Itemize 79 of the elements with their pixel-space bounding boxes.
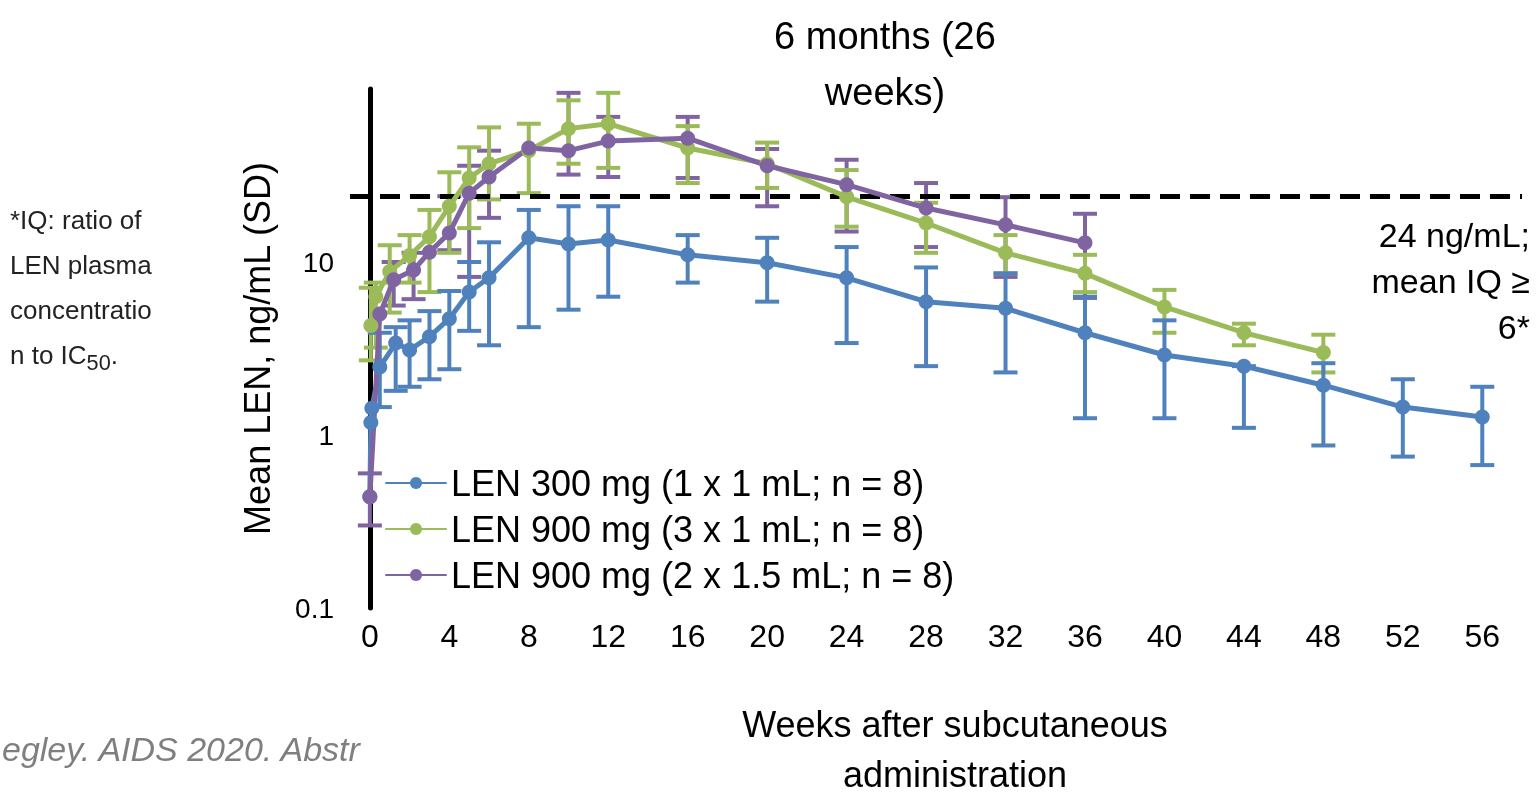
point bbox=[680, 247, 696, 263]
point bbox=[680, 130, 696, 146]
point bbox=[1077, 235, 1093, 251]
y-tick-label: 10 bbox=[302, 246, 334, 278]
point bbox=[363, 317, 379, 333]
point bbox=[363, 415, 379, 431]
x-tick-label: 48 bbox=[1305, 618, 1342, 654]
point bbox=[759, 255, 775, 271]
point bbox=[481, 270, 497, 286]
point bbox=[406, 262, 422, 278]
x-tick-label: 0 bbox=[360, 618, 379, 654]
point bbox=[421, 329, 437, 345]
point bbox=[1315, 344, 1331, 360]
point bbox=[839, 177, 855, 193]
chart-title: 6 months (26 weeks) bbox=[773, 14, 997, 115]
point bbox=[1395, 399, 1411, 415]
ref-line-label: 24 ng/mL; mean IQ ≥ 6* bbox=[1370, 215, 1530, 348]
text: egley. AIDS 2020. Abstr bbox=[2, 730, 360, 769]
point bbox=[372, 306, 388, 322]
point bbox=[461, 185, 477, 201]
x-tick-label: 52 bbox=[1385, 618, 1421, 654]
point bbox=[561, 236, 577, 252]
point bbox=[561, 121, 577, 137]
point bbox=[388, 335, 404, 351]
point bbox=[402, 248, 418, 264]
point bbox=[461, 284, 477, 300]
x-tick-label: 32 bbox=[987, 618, 1024, 654]
point bbox=[421, 244, 437, 260]
point bbox=[1474, 409, 1490, 425]
point bbox=[561, 143, 577, 159]
point bbox=[1236, 325, 1252, 341]
point bbox=[368, 289, 384, 305]
x-tick-label: 56 bbox=[1464, 618, 1501, 654]
point bbox=[600, 232, 616, 248]
y-tick-label: 0.1 bbox=[295, 592, 334, 624]
x-tick-label: 20 bbox=[749, 618, 785, 654]
x-tick-label: 4 bbox=[440, 618, 459, 654]
point bbox=[1236, 358, 1252, 374]
legend-label: LEN 900 mg (2 x 1.5 mL; n = 8) bbox=[451, 554, 955, 596]
point bbox=[441, 225, 457, 241]
point bbox=[441, 311, 457, 327]
x-tick-label: 28 bbox=[908, 618, 944, 654]
point bbox=[441, 198, 457, 214]
point bbox=[521, 230, 537, 246]
point bbox=[600, 133, 616, 149]
point bbox=[998, 300, 1014, 316]
x-tick-label: 16 bbox=[669, 618, 706, 654]
text: *IQ: ratio of LEN plasma concentration to IC$_{50}$. bbox=[10, 204, 153, 378]
point bbox=[481, 156, 497, 172]
point bbox=[600, 116, 616, 132]
point bbox=[1077, 265, 1093, 281]
point bbox=[372, 359, 388, 375]
point bbox=[421, 229, 437, 245]
x-axis-title: Weeks after subcutaneous administration bbox=[741, 703, 1169, 797]
point bbox=[839, 270, 855, 286]
point bbox=[918, 294, 934, 310]
point bbox=[918, 215, 934, 231]
x-tick-label: 8 bbox=[519, 618, 538, 654]
legend-label: LEN 900 mg (3 x 1 mL; n = 8) bbox=[451, 508, 925, 550]
point bbox=[402, 342, 418, 358]
x-tick-label: 44 bbox=[1226, 618, 1262, 654]
y-tick-label: 1 bbox=[318, 419, 334, 451]
x-tick-label: 36 bbox=[1067, 618, 1103, 654]
y-axis-title: Mean LEN, ng/mL (SD) bbox=[236, 162, 278, 535]
x-tick-label: 40 bbox=[1146, 618, 1183, 654]
point bbox=[364, 400, 380, 416]
point bbox=[998, 245, 1014, 261]
x-tick-label: 24 bbox=[828, 618, 865, 654]
legend-label: LEN 300 mg (1 x 1 mL; n = 8) bbox=[451, 462, 925, 504]
x-tick-label: 12 bbox=[590, 618, 627, 654]
point bbox=[1315, 377, 1331, 393]
point bbox=[998, 217, 1014, 233]
point bbox=[918, 200, 934, 216]
point bbox=[386, 272, 402, 288]
point bbox=[1077, 325, 1093, 341]
point bbox=[1156, 299, 1172, 315]
point bbox=[1156, 347, 1172, 363]
point bbox=[481, 169, 497, 185]
point bbox=[461, 170, 477, 186]
